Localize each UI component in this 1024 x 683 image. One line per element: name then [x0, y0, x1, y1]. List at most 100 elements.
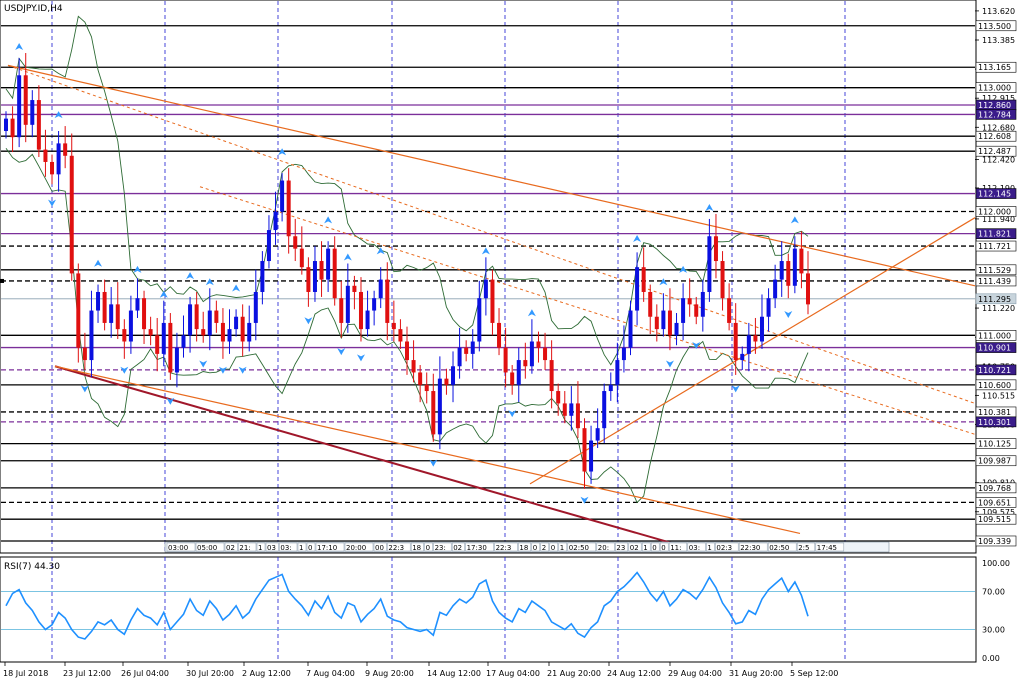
time-scale-cell: [424, 542, 433, 552]
candle-body: [155, 335, 160, 354]
price-level-label: 109.339: [978, 537, 1011, 546]
fractal-down-marker: [356, 354, 365, 362]
time-scale-label: 03: [267, 544, 276, 552]
rsi-tick-label: 70.00: [982, 588, 1005, 597]
time-scale-cell: [659, 542, 669, 552]
price-level-label: 109.768: [978, 484, 1011, 493]
time-scale-label: 02:50: [569, 544, 589, 552]
price-level-label: 113.000: [978, 84, 1011, 93]
candle-body: [227, 329, 232, 342]
candle-body: [667, 310, 672, 336]
time-tick-label: 23 Jul 12:00: [63, 669, 111, 678]
price-axis: 113.620113.385113.150112.915112.680112.4…: [0, 7, 1017, 547]
fractal-up-marker: [15, 43, 24, 51]
time-scale-cell: [344, 542, 374, 552]
candle-body: [4, 118, 8, 132]
candle-body: [582, 428, 587, 472]
candle-body: [766, 298, 771, 317]
time-scale-cell: [465, 542, 494, 552]
candle-body: [516, 360, 521, 385]
candle-body: [786, 261, 791, 286]
fractal-down-marker: [48, 199, 57, 207]
price-tick-label: 112.915: [982, 94, 1015, 103]
fractal-up-marker: [527, 309, 536, 317]
price-level-label: 112.487: [978, 147, 1011, 156]
fractal-down-marker: [429, 459, 438, 467]
fractal-down-marker: [166, 397, 175, 405]
fractal-down-marker: [580, 496, 589, 504]
price-level-label: 111.529: [978, 266, 1011, 275]
candle-body: [595, 428, 600, 441]
time-scale-cell: [195, 542, 225, 552]
time-tick-label: 5 Sep 12:00: [790, 669, 838, 678]
fractal-down-marker: [199, 360, 208, 368]
candle-body: [733, 322, 738, 361]
candle-body: [648, 291, 653, 317]
channel-lower-line: [54, 365, 691, 550]
time-tick-label: 26 Jul 04:00: [121, 669, 169, 678]
candle-body: [306, 267, 311, 292]
price-tick-label: 109.575: [982, 508, 1015, 517]
time-scale-label: 02: [630, 544, 639, 552]
price-tick-label: 110.515: [982, 391, 1015, 400]
time-tick-label: 21 Aug 20:00: [547, 669, 601, 678]
time-scale-label: 2: [542, 544, 546, 552]
time-scale-cell: [238, 542, 257, 552]
time-scale-cell: [166, 542, 196, 552]
time-scale-cell: [549, 542, 559, 552]
price-level-label: 109.987: [978, 457, 1011, 466]
price-level-label: 111.000: [978, 331, 1011, 340]
price-level-label: 111.295: [978, 295, 1011, 304]
time-tick-label: 9 Aug 20:00: [365, 669, 414, 678]
time-scale-cell: [715, 542, 739, 552]
price-level-label: 111.721: [978, 242, 1011, 251]
time-scale-label: 17:10: [317, 544, 337, 552]
time-scale-cell: [767, 542, 797, 552]
time-tick-label: 30 Jul 20:00: [186, 669, 234, 678]
time-scale-label: 21:: [239, 544, 250, 552]
candle-body: [681, 298, 686, 323]
time-scale-cell: [256, 542, 266, 552]
time-scale-label: 02:50: [769, 544, 789, 552]
time-scale-label: 23:: [435, 544, 446, 552]
fractal-down-marker: [238, 366, 247, 374]
candle-body: [128, 310, 133, 342]
candle-body: [437, 378, 442, 435]
price-level-box: [975, 513, 1017, 525]
candle-body: [286, 180, 291, 237]
time-scale-label: 23: [616, 544, 625, 552]
candle-body: [391, 322, 396, 330]
candle-body: [63, 143, 68, 156]
time-scale-label: 22:3: [388, 544, 404, 552]
candle-body: [50, 161, 55, 175]
candle-body: [694, 304, 699, 317]
price-level-box: [975, 497, 1017, 508]
price-level-label: 113.165: [978, 63, 1011, 72]
time-scale-label: 05:00: [197, 544, 217, 552]
fractal-up-marker: [54, 111, 63, 119]
candle-body: [779, 261, 784, 280]
candle-body: [36, 100, 41, 150]
time-scale-cell: [738, 542, 768, 552]
price-level-label: 109.515: [978, 515, 1011, 524]
candle-body: [398, 329, 403, 342]
candle-body: [674, 322, 679, 336]
fractal-up-marker: [159, 290, 168, 298]
price-level-box: [975, 206, 1017, 217]
candle-body: [490, 279, 495, 323]
candle-body: [687, 298, 692, 305]
current-price-marker: [0, 278, 4, 283]
price-tick-label: 111.940: [982, 215, 1015, 224]
time-scale-label: 0: [533, 544, 537, 552]
time-scale-cell: [815, 542, 845, 552]
bollinger-upper: [5, 15, 809, 366]
candle-body: [464, 347, 469, 354]
trend-lines: [7, 64, 976, 550]
descending-dotted-line: [199, 186, 976, 435]
time-scale-cell: [451, 542, 465, 552]
time-scale-cell: [687, 542, 706, 552]
time-scale-label: 02:3: [716, 544, 732, 552]
time-scale-cell: [315, 542, 345, 552]
price-level-box: [975, 416, 1017, 428]
time-tick-label: 2 Aug 12:00: [242, 669, 291, 678]
